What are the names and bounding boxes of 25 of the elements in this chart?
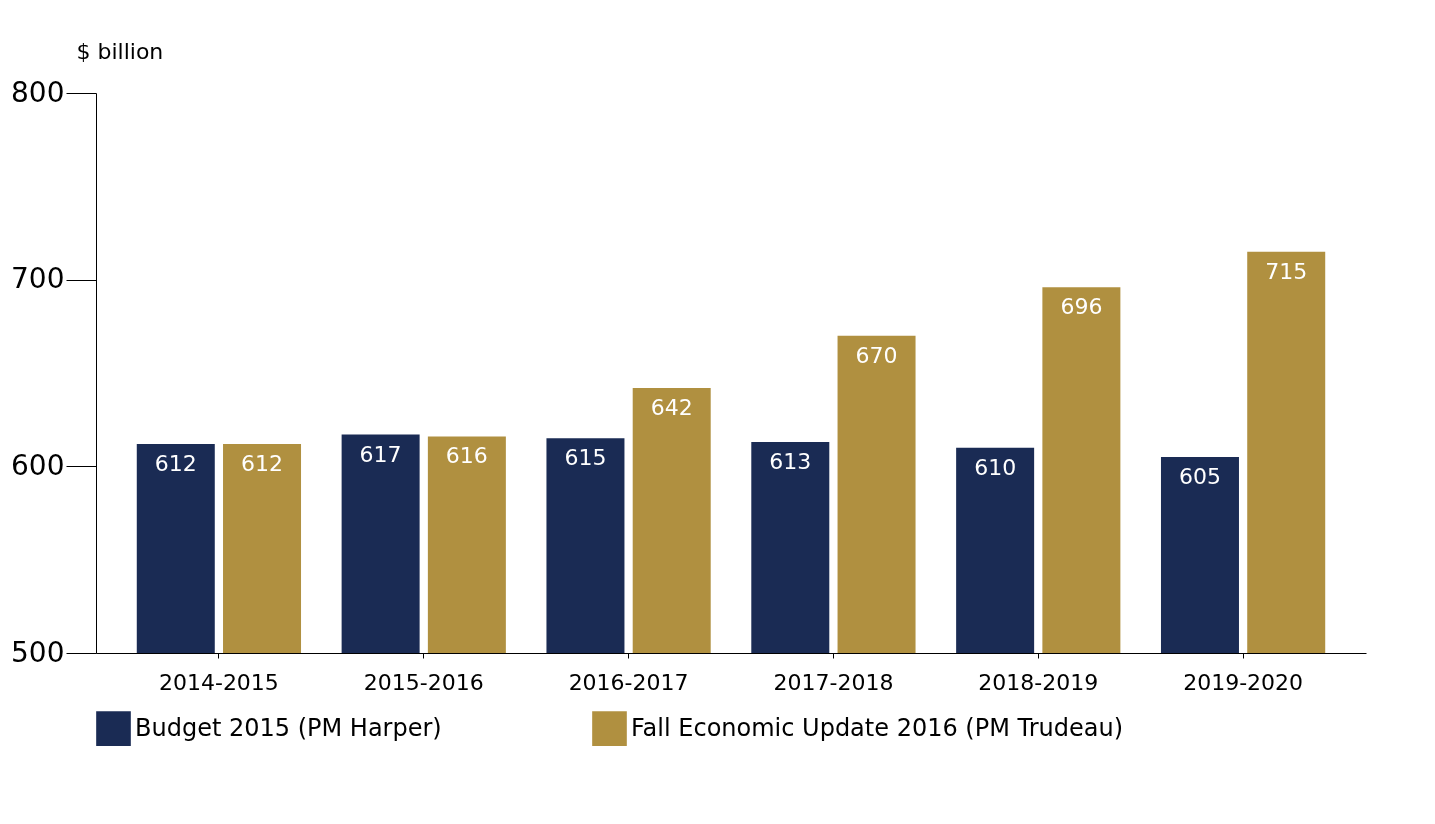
data-label: 612 bbox=[154, 450, 197, 476]
x-tick-label: 2016-2017 bbox=[568, 669, 689, 695]
y-tick-label: 500 bbox=[11, 635, 65, 669]
x-tick-label: 2017-2018 bbox=[773, 669, 894, 695]
x-tick-label: 2015-2016 bbox=[363, 669, 484, 695]
data-label: 715 bbox=[1265, 258, 1308, 284]
x-tick-label: 2014-2015 bbox=[158, 669, 279, 695]
data-label: 670 bbox=[855, 342, 898, 368]
y-tick-label: 600 bbox=[11, 448, 65, 482]
data-label: 616 bbox=[445, 443, 488, 469]
y-tick-label: 700 bbox=[11, 262, 65, 296]
data-label: 615 bbox=[564, 445, 607, 471]
y-axis-title: $ billion bbox=[76, 38, 164, 64]
x-tick-label: 2019-2020 bbox=[1183, 669, 1304, 695]
data-label: 617 bbox=[359, 441, 402, 467]
data-label: 696 bbox=[1060, 294, 1103, 320]
legend-label: Budget 2015 (PM Harper) bbox=[135, 713, 442, 742]
data-label: 610 bbox=[974, 454, 1017, 480]
data-label: 642 bbox=[650, 394, 693, 420]
y-tick-label: 800 bbox=[11, 75, 65, 109]
legend-label: Fall Economic Update 2016 (PM Trudeau) bbox=[631, 713, 1123, 742]
x-tick-label: 2018-2019 bbox=[978, 669, 1099, 695]
data-label: 612 bbox=[241, 450, 284, 476]
data-label: 613 bbox=[769, 449, 812, 475]
data-label: 605 bbox=[1178, 464, 1221, 489]
